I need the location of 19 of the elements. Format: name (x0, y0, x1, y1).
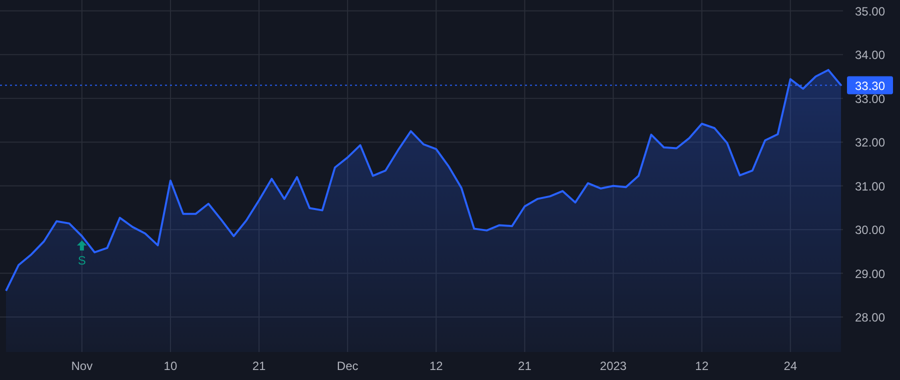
x-tick-label: 24 (784, 359, 798, 373)
y-tick-label: 34.00 (854, 48, 886, 62)
x-tick-label: 12 (429, 359, 444, 373)
x-tick-label: 10 (164, 359, 178, 373)
annotation: S (78, 253, 86, 268)
x-tick-label: 2023 (600, 359, 627, 373)
y-tick-label: 32.00 (854, 136, 886, 150)
y-tick-label: 30.00 (854, 223, 886, 238)
y-tick-label: 35.00 (854, 4, 886, 18)
y-tick-label: 31.00 (854, 179, 886, 194)
x-tick-label: 12 (695, 359, 709, 373)
x-tick-label: 21 (252, 359, 266, 373)
y-tick-label: 33.00 (854, 92, 886, 106)
y-tick-label: 29.00 (854, 266, 886, 281)
ref-line-label: 33.30 (854, 78, 886, 93)
x-tick-label: Nov (71, 359, 93, 373)
x-tick-label: Dec (336, 359, 358, 373)
y-tick-label: 28.00 (854, 310, 886, 325)
x-tick-label: 21 (518, 359, 532, 373)
